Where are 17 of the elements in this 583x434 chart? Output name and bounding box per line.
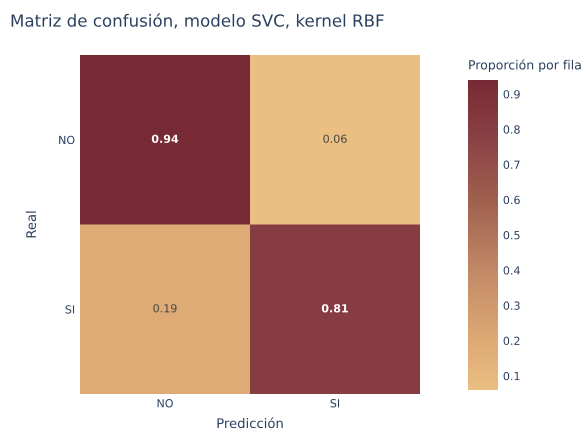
- color-bar-title: Proporción por fila: [469, 59, 581, 72]
- y-axis-title: Real: [26, 212, 36, 238]
- x-axis-title: Predicción: [217, 417, 283, 428]
- data-label: 0.06: [323, 134, 347, 143]
- color-bar-label: 0.9: [504, 90, 520, 98]
- color-bar-label: 0.7: [504, 160, 520, 169]
- color-bar-label: 0.2: [504, 336, 520, 346]
- color-bar-label: 0.4: [504, 266, 520, 275]
- color-bar-label: 0.1: [504, 372, 520, 380]
- color-bar-label: 0.3: [504, 301, 520, 310]
- data-label: 0.81: [322, 304, 348, 312]
- data-label: 0.19: [153, 304, 177, 312]
- color-bar-label: 0.8: [504, 125, 520, 134]
- color-bar-label: 0.6: [504, 196, 520, 204]
- chart-title: Matriz de confusión, modelo SVC, kernel RBF: [12, 13, 384, 29]
- color-bar-label: 0.5: [504, 230, 520, 240]
- data-label: 0.94: [152, 134, 178, 143]
